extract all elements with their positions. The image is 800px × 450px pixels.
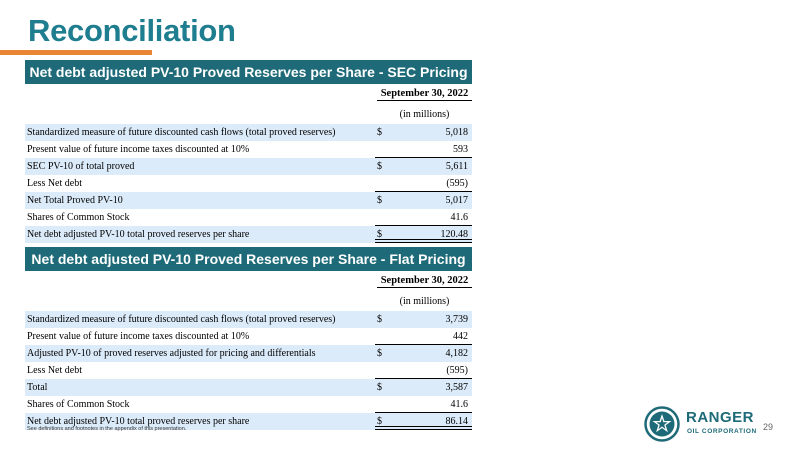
table-row: Present value of future income taxes dis…	[25, 141, 472, 158]
dollar-sign: $	[377, 195, 382, 206]
row-label: Standardized measure of future discounte…	[27, 127, 336, 138]
dollar-sign: $	[377, 127, 382, 138]
underline-rule	[375, 225, 472, 226]
row-label: Net debt adjusted PV-10 total proved res…	[27, 416, 250, 427]
row-value: (595)	[446, 178, 468, 189]
underline-rule	[375, 378, 472, 379]
table-row: Net debt adjusted PV-10 total proved res…	[25, 226, 472, 243]
dollar-sign: $	[377, 229, 382, 240]
row-label: Less Net debt	[27, 178, 82, 189]
row-value: 41.6	[450, 399, 469, 410]
row-value: (595)	[446, 365, 468, 376]
double-underline-rule	[375, 426, 472, 430]
table-row: Standardized measure of future discounte…	[25, 311, 472, 328]
row-label: Adjusted PV-10 of proved reserves adjust…	[27, 348, 316, 359]
dollar-sign: $	[377, 416, 382, 427]
row-value: 5,611	[445, 161, 468, 172]
column-date-label: September 30, 2022	[377, 275, 472, 288]
row-value: 593	[453, 144, 468, 155]
row-value: 3,739	[445, 314, 469, 325]
table-row: Shares of Common Stock 41.6	[25, 209, 472, 226]
ranger-star-logo-icon	[644, 406, 680, 442]
row-value: 5,017	[445, 195, 469, 206]
row-label: Shares of Common Stock	[27, 399, 130, 410]
dollar-sign: $	[377, 314, 382, 325]
row-value: 5,018	[445, 127, 469, 138]
row-value: 3,587	[445, 382, 469, 393]
underline-rule	[375, 344, 472, 345]
dollar-sign: $	[377, 348, 382, 359]
company-logo-name: RANGER	[686, 409, 755, 426]
row-label: Net Total Proved PV-10	[27, 195, 123, 206]
units-label: (in millions)	[399, 109, 450, 120]
table-row: Less Net debt (595)	[25, 175, 472, 192]
row-value: 86.14	[445, 416, 469, 427]
row-value: 41.6	[450, 212, 469, 223]
row-label: Shares of Common Stock	[27, 212, 130, 223]
row-label: Total	[27, 382, 48, 393]
row-value: 120.48	[440, 229, 469, 240]
table-row: Shares of Common Stock 41.6	[25, 396, 472, 413]
row-label: Standardized measure of future discounte…	[27, 314, 336, 325]
table-row: Total $ 3,587	[25, 379, 472, 396]
table-row: Less Net debt (595)	[25, 362, 472, 379]
underline-rule	[375, 157, 472, 158]
units-label: (in millions)	[399, 296, 450, 307]
row-label: Less Net debt	[27, 365, 82, 376]
page-number: 29	[763, 422, 774, 432]
footnote: See definitions and footnotes in the app…	[27, 426, 187, 432]
page-title: Reconciliation	[28, 13, 236, 48]
section-header: Net debt adjusted PV-10 Proved Reserves …	[25, 247, 472, 271]
dollar-sign: $	[377, 161, 382, 172]
double-underline-rule	[375, 239, 472, 243]
table-row: Net debt adjusted PV-10 total proved res…	[25, 413, 472, 430]
table-row: Net Total Proved PV-10 $ 5,017	[25, 192, 472, 209]
row-value: 4,182	[445, 348, 469, 359]
row-value: 442	[453, 331, 468, 342]
underline-rule	[375, 191, 472, 192]
column-date-label: September 30, 2022	[377, 88, 472, 101]
row-label: Present value of future income taxes dis…	[27, 331, 250, 342]
table-row: Standardized measure of future discounte…	[25, 124, 472, 141]
title-accent-rule	[0, 50, 152, 55]
row-label: Present value of future income taxes dis…	[27, 144, 250, 155]
table-row: SEC PV-10 of total proved $ 5,611	[25, 158, 472, 175]
dollar-sign: $	[377, 382, 382, 393]
row-label: Net debt adjusted PV-10 total proved res…	[27, 229, 250, 240]
underline-rule	[375, 412, 472, 413]
table-row: Present value of future income taxes dis…	[25, 328, 472, 345]
section-header: Net debt adjusted PV-10 Proved Reserves …	[25, 60, 472, 84]
company-logo-subtitle: OIL CORPORATION	[687, 428, 757, 435]
flat-pricing-table: Net debt adjusted PV-10 Proved Reserves …	[25, 247, 472, 430]
sec-pricing-table: Net debt adjusted PV-10 Proved Reserves …	[25, 60, 472, 243]
table-row: Adjusted PV-10 of proved reserves adjust…	[25, 345, 472, 362]
row-label: SEC PV-10 of total proved	[27, 161, 135, 172]
